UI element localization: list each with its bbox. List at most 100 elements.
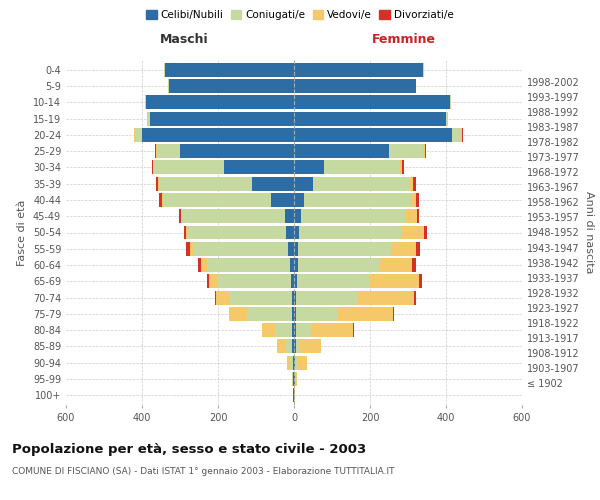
Bar — [294, 340, 301, 353]
Bar — [294, 112, 448, 126]
Bar — [275, 323, 294, 337]
Bar — [217, 274, 294, 288]
Bar — [294, 323, 353, 337]
Bar — [294, 242, 298, 256]
Bar — [293, 388, 294, 402]
Bar — [294, 193, 419, 207]
Bar — [294, 242, 420, 256]
Bar — [294, 193, 412, 207]
Bar — [262, 323, 294, 337]
Bar — [252, 177, 294, 190]
Bar — [294, 323, 353, 337]
Bar — [294, 96, 451, 109]
Bar — [162, 193, 294, 207]
Bar — [294, 144, 423, 158]
Bar — [186, 226, 294, 239]
Bar — [293, 388, 294, 402]
Bar — [294, 356, 307, 370]
Bar — [294, 177, 413, 190]
Bar — [290, 356, 294, 370]
Bar — [294, 340, 322, 353]
Bar — [142, 128, 294, 142]
Bar — [294, 372, 296, 386]
Bar — [294, 388, 295, 402]
Bar — [168, 79, 294, 93]
Bar — [148, 112, 294, 126]
Bar — [292, 372, 294, 386]
Bar — [148, 112, 294, 126]
Bar — [155, 144, 294, 158]
Bar — [294, 242, 416, 256]
Bar — [158, 177, 294, 190]
Bar — [294, 226, 401, 239]
Bar — [293, 388, 294, 402]
Bar — [294, 307, 394, 321]
Text: Femmine: Femmine — [371, 33, 436, 46]
Bar — [292, 372, 294, 386]
Bar — [294, 226, 424, 239]
Bar — [291, 274, 294, 288]
Bar — [164, 63, 294, 76]
Bar — [294, 160, 404, 174]
Bar — [294, 274, 422, 288]
Bar — [201, 258, 294, 272]
Text: COMUNE DI FISCIANO (SA) - Dati ISTAT 1° gennaio 2003 - Elaborazione TUTTITALIA.I: COMUNE DI FISCIANO (SA) - Dati ISTAT 1° … — [12, 468, 395, 476]
Bar — [216, 290, 294, 304]
Bar — [294, 340, 322, 353]
Bar — [182, 210, 294, 223]
Bar — [292, 307, 294, 321]
Bar — [294, 193, 416, 207]
Bar — [294, 63, 424, 76]
Bar — [180, 144, 294, 158]
Bar — [157, 144, 294, 158]
Bar — [294, 307, 338, 321]
Bar — [284, 210, 294, 223]
Bar — [294, 323, 311, 337]
Bar — [149, 112, 294, 126]
Bar — [229, 290, 294, 304]
Bar — [294, 177, 416, 190]
Bar — [294, 274, 419, 288]
Bar — [294, 96, 450, 109]
Bar — [294, 290, 414, 304]
Bar — [294, 160, 400, 174]
Bar — [152, 160, 294, 174]
Bar — [285, 340, 294, 353]
Bar — [293, 356, 294, 370]
Bar — [294, 258, 380, 272]
Bar — [294, 274, 369, 288]
Bar — [294, 177, 313, 190]
Bar — [294, 79, 416, 93]
Bar — [159, 177, 294, 190]
Bar — [292, 323, 294, 337]
Bar — [294, 210, 301, 223]
Bar — [294, 144, 426, 158]
Bar — [293, 388, 294, 402]
Bar — [294, 242, 391, 256]
Bar — [294, 128, 461, 142]
Bar — [292, 372, 294, 386]
Bar — [294, 210, 417, 223]
Bar — [208, 274, 294, 288]
Bar — [146, 96, 294, 109]
Bar — [292, 340, 294, 353]
Bar — [294, 210, 419, 223]
Bar — [294, 112, 448, 126]
Bar — [294, 112, 448, 126]
Bar — [294, 128, 463, 142]
Bar — [294, 307, 393, 321]
Bar — [224, 160, 294, 174]
Bar — [294, 193, 304, 207]
Bar — [163, 193, 294, 207]
Bar — [294, 210, 406, 223]
Bar — [293, 372, 294, 386]
Bar — [145, 96, 294, 109]
Bar — [294, 128, 452, 142]
Bar — [294, 79, 416, 93]
Bar — [198, 258, 294, 272]
Bar — [294, 258, 416, 272]
Bar — [134, 128, 294, 142]
Bar — [145, 96, 294, 109]
Bar — [184, 226, 294, 239]
Bar — [294, 226, 427, 239]
